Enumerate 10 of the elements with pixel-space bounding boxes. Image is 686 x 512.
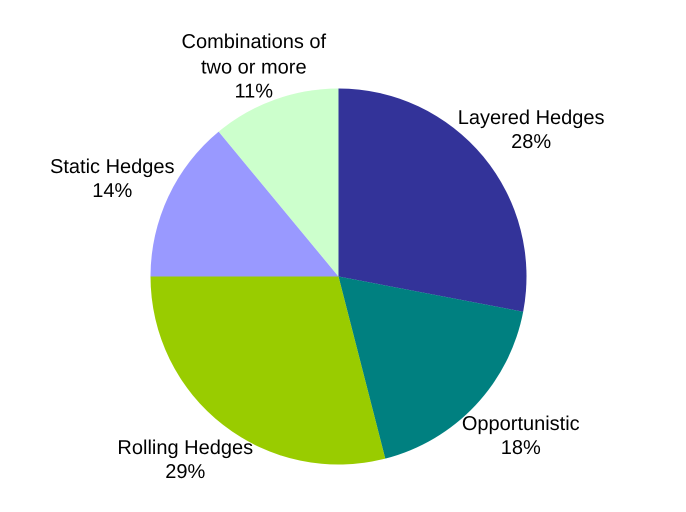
data-label: 29% xyxy=(165,461,206,484)
slice-label: Combinations of two or more xyxy=(182,31,327,78)
data-label: 28% xyxy=(511,131,552,154)
slice-label: Opportunistic xyxy=(462,412,580,435)
slice-label: Static Hedges xyxy=(50,156,175,178)
data-label: 11% xyxy=(234,80,274,102)
slice-label: Layered Hedges xyxy=(458,107,605,130)
data-label: 18% xyxy=(500,436,542,459)
slice-label: Rolling Hedges xyxy=(117,437,254,460)
data-label: 14% xyxy=(92,180,132,202)
